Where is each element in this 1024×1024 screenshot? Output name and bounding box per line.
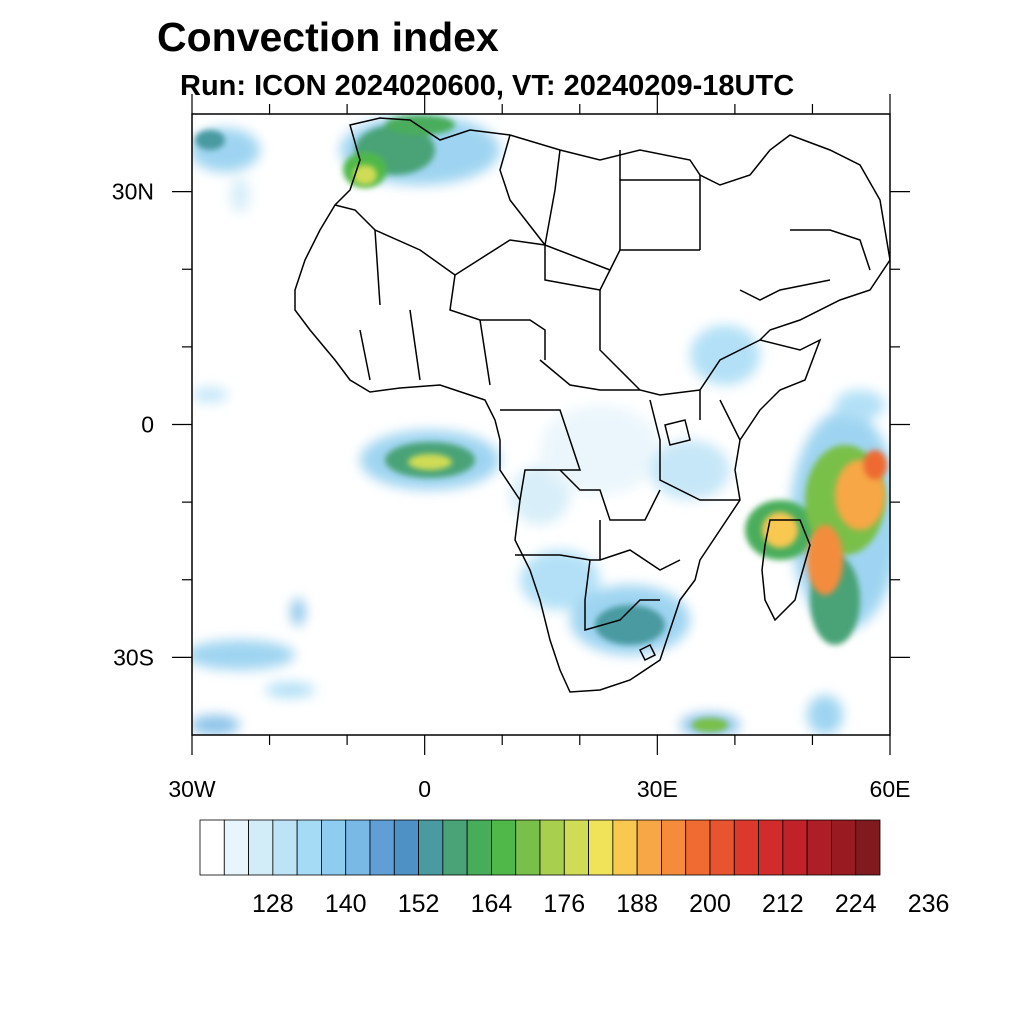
colorbar-box — [296, 819, 322, 876]
colorbar-box — [685, 819, 711, 876]
colorbar-box — [272, 819, 298, 876]
colorbar-tick-label: 140 — [325, 890, 367, 918]
convection-field — [192, 115, 890, 735]
colorbar-box — [563, 819, 589, 876]
colorbar-box — [393, 819, 419, 876]
axis-ticks — [172, 94, 910, 755]
colorbar-box — [466, 819, 492, 876]
colorbar-box — [345, 819, 371, 876]
colorbar-tick-label: 164 — [471, 890, 513, 918]
chart-subtitle: Run: ICON 2024020600, VT: 20240209-18UTC — [180, 70, 795, 102]
colorbar-box — [515, 819, 541, 876]
lat-tick-label: 30N — [112, 179, 154, 205]
colorbar-tick-label: 224 — [835, 890, 877, 918]
colorbar-box — [491, 819, 517, 876]
lat-tick-label: 0 — [141, 412, 154, 438]
lon-tick-label: 0 — [418, 776, 431, 802]
lon-tick-label: 30E — [637, 776, 678, 802]
colorbar-box — [539, 819, 565, 876]
colorbar-box — [782, 819, 808, 876]
colorbar-box — [855, 819, 881, 876]
colorbar-box — [199, 819, 225, 876]
colorbar-tick-label: 212 — [762, 890, 804, 918]
colorbar-box — [442, 819, 468, 876]
colorbar-tick-label: 200 — [689, 890, 731, 918]
colorbar-tick-label: 128 — [252, 890, 294, 918]
colorbar-box — [248, 819, 274, 876]
lon-tick-label: 30W — [168, 776, 216, 802]
colorbar-box — [661, 819, 687, 876]
colorbar-box — [709, 819, 735, 876]
colorbar-tick-label: 188 — [616, 890, 658, 918]
colorbar-box — [806, 819, 832, 876]
plot-frame — [191, 113, 891, 736]
colorbar: 128 140 152 164 176 188 200 212 224 236 — [199, 819, 950, 918]
colorbar-tick-label: 152 — [398, 890, 440, 918]
colorbar-box — [831, 819, 857, 876]
axis-tick-labels: 30N 0 30S 30W 0 30E 60E — [112, 179, 911, 802]
colorbar-box — [758, 819, 784, 876]
colorbar-box — [733, 819, 759, 876]
colorbar-box — [612, 819, 638, 876]
lat-tick-label: 30S — [113, 644, 154, 670]
colorbar-box — [223, 819, 249, 876]
colorbar-tick-label: 176 — [543, 890, 585, 918]
colorbar-box — [369, 819, 395, 876]
colorbar-box — [321, 819, 347, 876]
colorbar-box — [588, 819, 614, 876]
chart-title: Convection index — [157, 14, 499, 60]
colorbar-tick-label: 236 — [908, 890, 950, 918]
coastlines — [294, 117, 890, 693]
lon-tick-label: 60E — [870, 776, 911, 802]
colorbar-box — [418, 819, 444, 876]
colorbar-box — [636, 819, 662, 876]
